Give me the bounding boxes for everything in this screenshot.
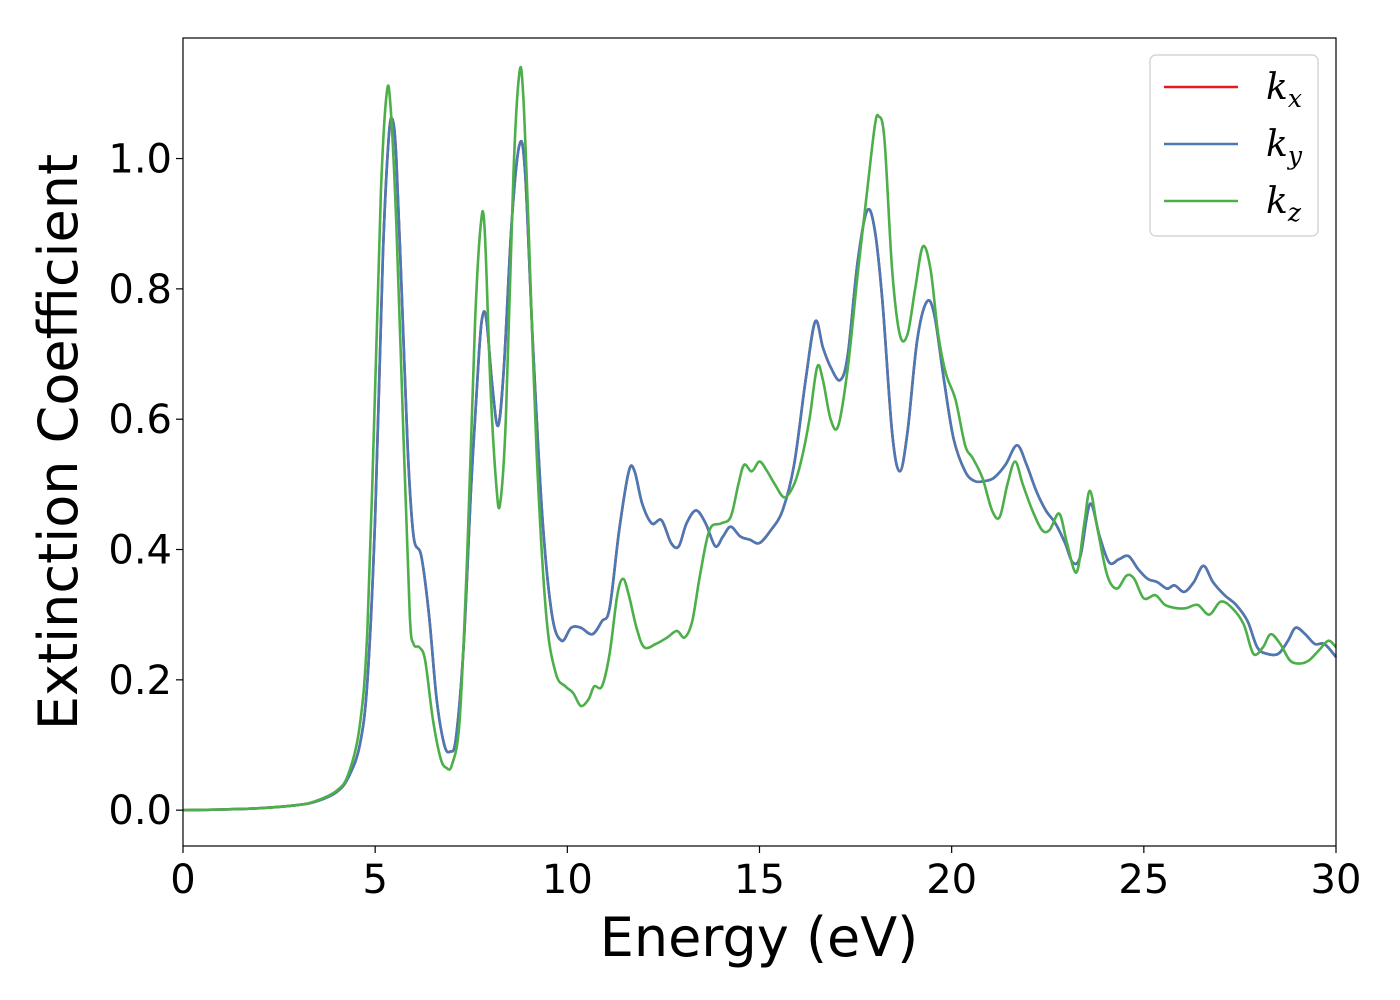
legend-box (1149, 54, 1319, 237)
x-tick-label: 20 (926, 857, 977, 903)
y-tick-label: 0.8 (108, 267, 172, 313)
y-tick-label: 0.4 (108, 528, 172, 574)
x-axis-title: Energy (eV) (600, 906, 919, 969)
x-axis-ticks: 0 5 10 15 20 25 30 (170, 846, 1361, 903)
x-tick-label: 0 (170, 857, 195, 903)
y-axis-title: Extinction Coefficient (27, 154, 90, 730)
plot-background (183, 38, 1336, 846)
series-layer (182, 65, 1337, 812)
y-axis-ticks: 0.0 0.2 0.4 0.6 0.8 1.0 (108, 137, 183, 834)
x-tick-label: 5 (362, 857, 387, 903)
y-tick-label: 0.6 (108, 397, 172, 443)
x-tick-label: 25 (1118, 857, 1169, 903)
x-tick-label: 10 (542, 857, 593, 903)
y-tick-label: 1.0 (108, 137, 172, 183)
y-tick-label: 0.0 (108, 788, 172, 834)
y-tick-label: 0.2 (108, 658, 172, 704)
x-tick-label: 30 (1311, 857, 1362, 903)
series-line-kz (182, 65, 1337, 812)
x-tick-label: 15 (734, 857, 785, 903)
series-line-ky (182, 116, 1337, 812)
